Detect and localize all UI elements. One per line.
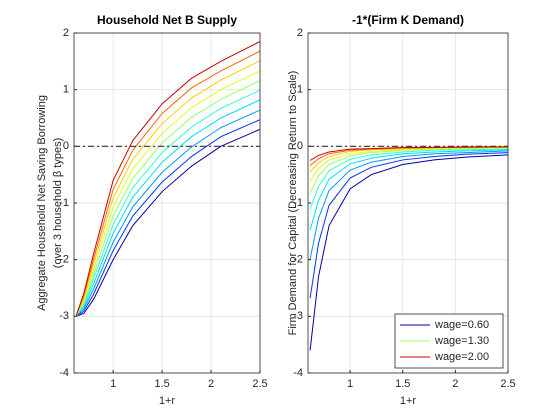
data-line (75, 99, 261, 317)
y-tick-label: 1 (297, 84, 303, 96)
y-axis-label: Firm Demand for Capital (Decreasing Retu… (287, 71, 299, 336)
x-tick-label: 2.5 (500, 378, 515, 390)
y-tick-label: 1 (63, 84, 69, 96)
y-tick-label: -3 (293, 310, 303, 322)
y-tick-label: -1 (293, 197, 303, 209)
data-line (75, 80, 261, 317)
data-line (75, 119, 261, 317)
y-tick-label: -3 (59, 310, 69, 322)
data-line (75, 50, 261, 317)
data-line (75, 109, 261, 317)
data-line (75, 89, 261, 317)
x-tick-label: 2.5 (252, 378, 267, 390)
x-axis-label: 1+r (400, 395, 417, 407)
x-tick-label: 2 (452, 378, 458, 390)
x-tick-label: 2 (208, 378, 214, 390)
y-tick-label: -2 (293, 254, 303, 266)
legend-label: wage=1.30 (434, 335, 489, 347)
x-axis-label: 1+r (159, 395, 176, 407)
data-line (309, 147, 509, 194)
x-tick-label: 1 (110, 378, 116, 390)
y-tick-label: 0 (63, 140, 69, 152)
axes-box (73, 32, 261, 374)
y-axis-label: Aggregate Household Net Saving Borrowing (36, 95, 48, 311)
y-tick-label: 2 (297, 27, 303, 39)
data-line (309, 149, 509, 231)
y-tick-label: 2 (63, 27, 69, 39)
y-tick-label: -4 (59, 367, 69, 379)
data-line (309, 150, 509, 260)
y-tick-label: -2 (59, 254, 69, 266)
data-line (75, 41, 261, 317)
data-line (75, 60, 261, 317)
chart-title: -1*(Firm K Demand) (352, 13, 464, 27)
data-line (75, 70, 261, 317)
y-tick-label: 0 (297, 140, 303, 152)
data-line (309, 147, 508, 182)
y-tick-label: -1 (59, 197, 69, 209)
legend-label: wage=2.00 (434, 351, 489, 363)
data-line (309, 148, 509, 210)
axes-box (307, 32, 509, 374)
data-line (309, 154, 509, 351)
chart-title: Household Net B Supply (97, 13, 237, 27)
x-tick-label: 1 (347, 378, 353, 390)
y-axis-label: (over 3 household β types) (52, 138, 64, 268)
x-tick-label: 1.5 (395, 378, 410, 390)
legend-label: wage=0.60 (434, 319, 489, 331)
data-line (75, 128, 261, 317)
data-line (309, 146, 508, 161)
y-tick-label: -4 (293, 367, 303, 379)
x-tick-label: 1.5 (154, 378, 169, 390)
data-line (309, 152, 509, 299)
